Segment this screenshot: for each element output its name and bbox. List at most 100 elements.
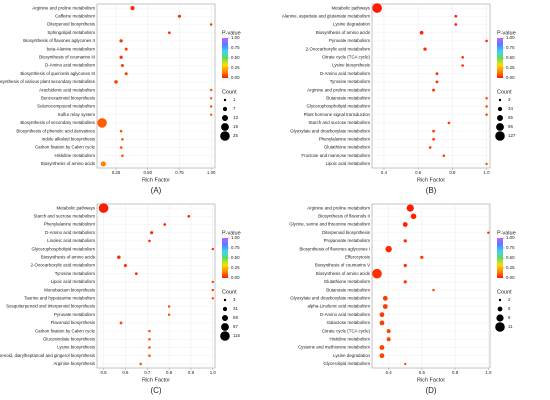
bubble (442, 154, 446, 157)
bubble (124, 47, 128, 51)
size-legend-label: 11 (508, 324, 513, 329)
y-tick-label: Carbon fixation by Calvin cycle (35, 145, 96, 150)
bubble (211, 280, 215, 284)
y-tick-label: Efferocytosis (345, 254, 371, 259)
bubble (167, 313, 171, 316)
size-legend-title: Count (497, 289, 512, 295)
plot-frame (96, 3, 216, 169)
y-tick-label: Indole alkaloid biosynthesis (42, 136, 96, 141)
bubble (386, 329, 391, 334)
y-tick-label: Phenylalanine metabolism (319, 136, 371, 141)
bubble (420, 255, 424, 259)
y-tick-label: Metabolic pathways (331, 5, 370, 10)
panel: 0.25 0.50 0.75 1.00 Arginine and proline met… (0, 3, 241, 195)
size-legend-dot (221, 123, 229, 131)
x-tick-label: 0.4 (381, 170, 388, 175)
y-tick-label: Butanoate metabolism (326, 287, 370, 292)
y-tick-label: Citrate cycle (TCA cycle) (322, 328, 371, 333)
bubble (148, 338, 151, 341)
colorbar (497, 238, 503, 278)
y-tick-label: Pyruvate metabolism (329, 38, 370, 43)
bubble (382, 295, 388, 301)
bubble (119, 55, 123, 59)
y-tick-label: D-Amino acid metabolism (45, 230, 95, 235)
colorbar-tick-label: 1.00 (506, 235, 515, 240)
size-legend-title: Count (497, 89, 512, 95)
size-legend-label: 31 (233, 306, 238, 311)
bubble (454, 14, 458, 18)
y-tick-label: Arginine and proline metabolism (32, 5, 95, 10)
y-tick-label: D-Amino acid metabolism (320, 312, 370, 317)
y-tick-label: Lysine degradation (333, 353, 370, 358)
y-tick-label: Monobactam biosynthesis (44, 287, 96, 292)
bubble (404, 362, 407, 366)
bubble (209, 88, 213, 92)
y-tick-label: Arginine biosynthesis (54, 361, 96, 366)
size-legend-label: 34 (508, 106, 513, 111)
size-legend-dot (497, 115, 503, 121)
y-tick-label: Cysteine and methionine metabolism (298, 345, 370, 350)
x-tick-label: 0.8 (449, 170, 456, 175)
colorbar-tick-label: 1.00 (231, 235, 240, 240)
bubble (121, 154, 124, 158)
bubble (410, 213, 417, 220)
panel-label: (A) (151, 186, 162, 195)
size-legend-label: 87 (233, 324, 238, 329)
y-tick-label: Glyoxylate and dicarboxylate metabolism (290, 295, 370, 300)
y-tick-label: Biosynthesis of various plant secondary … (0, 79, 96, 84)
bubble (403, 280, 407, 284)
bubble (209, 113, 213, 116)
bubble (485, 113, 488, 116)
size-legend-dot (222, 306, 228, 312)
colorbar-tick-label: 0.75 (506, 45, 515, 50)
y-tick-label: Biosynthesis of coumarins III (39, 54, 95, 59)
size-legend-dot (223, 98, 227, 102)
bubble (177, 14, 181, 18)
size-legend-label: 59 (233, 315, 238, 320)
bubble (187, 214, 191, 218)
y-tick-label: Lysine degradation (333, 22, 370, 27)
size-legend-dot (222, 315, 228, 321)
y-tick-label: Alanine, aspartate and glutamate metabol… (282, 13, 370, 18)
y-tick-label: Linoleic acid metabolism (47, 238, 95, 243)
bubble (454, 23, 458, 26)
bubble (139, 362, 143, 366)
colorbar-tick-label: 0.25 (506, 65, 515, 70)
colorbar-tick-label: 0.75 (231, 245, 240, 250)
x-axis-title: Rich Factor (417, 177, 445, 183)
x-tick-label: 0.9 (188, 370, 195, 375)
bubble (211, 297, 215, 300)
bubble (485, 97, 488, 100)
y-tick-label: Biosynthesis of flavones aglycones II (23, 38, 95, 43)
bubble (117, 255, 121, 260)
y-tick-label: Biosynthesis of amino acids (41, 254, 96, 259)
bubble (372, 268, 382, 279)
y-tick-label: Arachidonic acid metabolism (39, 87, 95, 92)
bubble (435, 72, 439, 76)
y-tick-label: Galactose metabolism (327, 320, 371, 325)
panel-label: (B) (426, 186, 437, 195)
bubble (372, 3, 382, 13)
bubble (485, 39, 488, 43)
colorbar (222, 238, 228, 278)
y-tick-label: 2-Oxocarboxylic acid metabolism (306, 46, 371, 51)
bubble (432, 137, 435, 141)
size-legend-label: 65 (508, 115, 513, 120)
size-legend-label: 8 (508, 315, 511, 320)
panel: 0.5 0.6 0.7 0.8 0.9 1.0 Metabolic pathways Star… (0, 203, 241, 395)
size-legend-label: 25 (233, 133, 238, 138)
bubble (120, 64, 124, 67)
size-legend-label: 7 (233, 106, 236, 111)
bubble (423, 47, 427, 51)
size-legend-label: 3 (233, 297, 236, 302)
colorbar-tick-label: 0.00 (231, 75, 240, 80)
bubble (209, 97, 213, 100)
bubble (123, 263, 127, 268)
bubble (403, 239, 407, 243)
y-tick-label: Citrate cycle (TCA cycle) (322, 54, 371, 59)
size-legend-dot (223, 298, 227, 302)
bubble (114, 80, 118, 84)
size-legend-label: 2 (508, 297, 511, 302)
y-tick-label: D-Amino acid metabolism (320, 71, 370, 76)
